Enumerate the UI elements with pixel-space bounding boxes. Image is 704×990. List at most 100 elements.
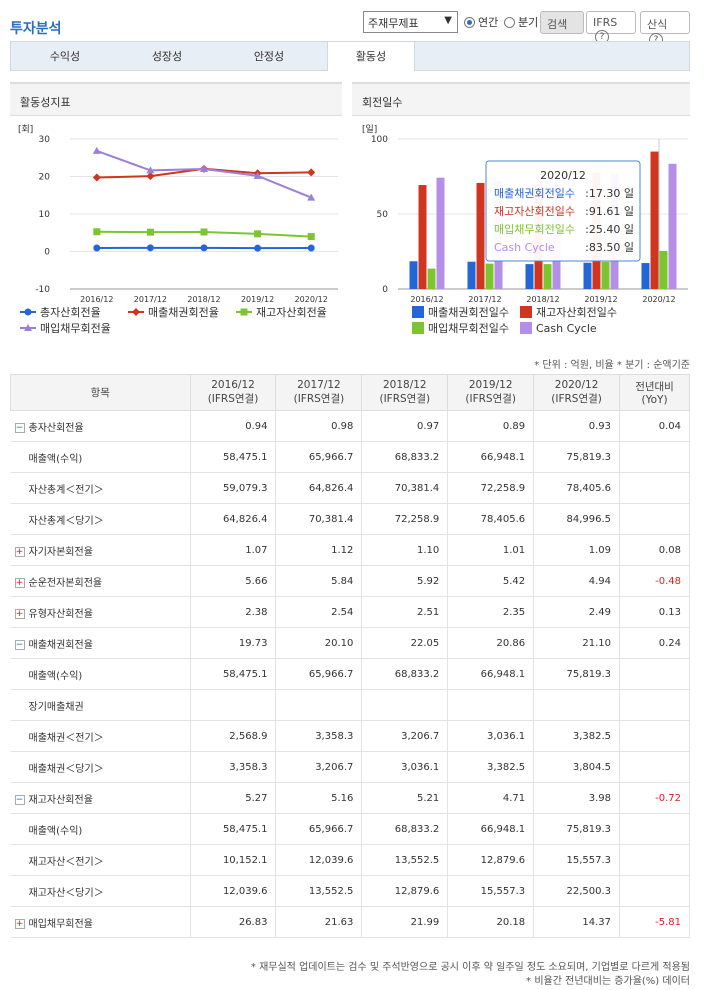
radio-quarter[interactable]: 분기 — [504, 14, 538, 30]
row-label-text: 매출액(수익) — [28, 825, 83, 837]
yoy-cell — [619, 503, 690, 535]
statement-select[interactable]: 주재무제표 ▼ — [363, 11, 458, 33]
bar — [668, 163, 677, 289]
table-row: 자산총계＜전기＞ 59,079.3 64,826.4 70,381.4 72,258.9… — [10, 472, 690, 504]
row-label[interactable]: + 매입채무회전율 — [10, 906, 191, 938]
tooltip-title: 2020/12 — [540, 169, 586, 182]
value-cell: 58,475.1 — [189, 441, 277, 473]
value-cell: 15,557.3 — [533, 844, 621, 876]
formula-button[interactable]: 산식? — [640, 11, 690, 47]
tab-activity[interactable]: 활동성 — [327, 41, 415, 71]
radio-on-icon — [464, 16, 475, 28]
row-label: 매출채권＜전기＞ — [10, 720, 191, 752]
x-tick-label: 2016/12 — [80, 295, 113, 304]
row-label: 매출액(수익) — [10, 813, 191, 845]
data-point — [92, 146, 101, 154]
row-label: 자산총계＜전기＞ — [10, 472, 191, 504]
collapse-icon[interactable]: − — [14, 794, 25, 805]
expand-icon[interactable]: + — [14, 608, 25, 619]
y-tick-label: 0 — [382, 285, 388, 295]
expand-icon[interactable]: + — [14, 918, 25, 929]
value-cell: 58,475.1 — [189, 813, 277, 845]
yoy-cell: -5.81 — [619, 906, 690, 938]
tooltip-value: :83.50 일 — [585, 240, 634, 254]
tooltip-label: Cash Cycle — [494, 241, 555, 254]
value-cell: 1.12 — [275, 534, 363, 566]
data-point — [92, 173, 101, 182]
yoy-cell: 0.08 — [619, 534, 690, 566]
collapse-icon[interactable]: − — [14, 639, 25, 650]
value-cell: 1.07 — [189, 534, 277, 566]
value-cell: 64,826.4 — [189, 503, 277, 535]
legend-label: Cash Cycle — [536, 322, 597, 335]
bar — [436, 177, 445, 289]
expand-icon[interactable]: + — [14, 577, 25, 588]
data-point — [93, 244, 101, 252]
x-tick-label: 2019/12 — [241, 295, 274, 304]
row-label: 재고자산＜당기＞ — [10, 875, 191, 907]
tab-growth[interactable]: 성장성 — [151, 50, 183, 63]
tooltip-label: 재고자산회전일수 — [494, 204, 575, 218]
yoy-cell — [619, 751, 690, 783]
y-tick-label: 50 — [377, 210, 389, 220]
value-cell: 1.09 — [533, 534, 621, 566]
value-cell: 65,966.7 — [275, 658, 363, 690]
value-cell: 4.71 — [447, 782, 535, 814]
yoy-cell: -0.72 — [619, 782, 690, 814]
bar — [427, 268, 436, 289]
table-row: 매출액(수익) 58,475.1 65,966.7 68,833.2 66,948.1 7… — [10, 441, 690, 473]
row-label[interactable]: − 매출채권회전율 — [10, 627, 191, 659]
value-cell: 2.54 — [275, 596, 363, 628]
data-point — [146, 166, 155, 174]
row-label[interactable]: − 재고자산회전율 — [10, 782, 191, 814]
value-cell: 1.10 — [361, 534, 449, 566]
radio-off-icon — [504, 16, 515, 28]
header: 투자분석 주재무제표 ▼ 연간 분기 검색 IFRS? 산식? — [10, 8, 694, 47]
search-button[interactable]: 검색 — [540, 11, 584, 34]
value-cell: 66,948.1 — [447, 658, 535, 690]
row-label-text: 재고자산＜전기＞ — [28, 856, 104, 868]
value-cell: 5.66 — [189, 565, 277, 597]
bar-chart: [일]100 50 0 2016/12 2017/12 2018/12 2019/12 202… — [362, 124, 688, 335]
y-tick-label: 100 — [371, 135, 388, 145]
row-label[interactable]: + 자기자본회전율 — [10, 534, 191, 566]
yoy-cell — [619, 844, 690, 876]
collapse-icon[interactable]: − — [14, 422, 25, 433]
tab-bar: 수익성 성장성 안정성 활동성 — [10, 41, 690, 71]
value-cell: 65,966.7 — [275, 813, 363, 845]
yoy-cell — [619, 689, 690, 721]
row-label: 장기매출채권 — [10, 689, 191, 721]
table-row: 매출액(수익) 58,475.1 65,966.7 68,833.2 66,948.1 7… — [10, 813, 690, 845]
tab-profitability[interactable]: 수익성 — [49, 50, 81, 63]
row-label[interactable]: + 유형자산회전율 — [10, 596, 191, 628]
x-tick-label: 2016/12 — [410, 295, 443, 304]
tooltip-label: 매입채무회전일수 — [494, 222, 575, 236]
ifrs-button[interactable]: IFRS? — [586, 11, 636, 44]
value-cell: 65,966.7 — [275, 441, 363, 473]
value-cell: 19.73 — [189, 627, 277, 659]
legend-label: 매입채무회전일수 — [428, 321, 509, 335]
row-label-text: 매입채무회전율 — [28, 918, 93, 930]
bar — [601, 261, 610, 289]
radio-annual[interactable]: 연간 — [464, 14, 498, 30]
data-point — [200, 165, 208, 173]
row-label[interactable]: + 순운전자본회전율 — [10, 565, 191, 597]
value-cell: 0.97 — [361, 410, 449, 442]
column-header: 전년대비 (YoY) — [619, 374, 690, 411]
series-line — [96, 149, 312, 199]
footnote-1: * 재무실적 업데이트는 검수 및 주석반영으로 공시 이후 약 일주일 정도 … — [250, 962, 690, 973]
table-row: 재고자산＜전기＞ 10,152.1 12,039.6 13,552.5 12,879.6… — [10, 844, 690, 876]
tab-stability[interactable]: 안정성 — [253, 50, 285, 63]
row-label: 매출액(수익) — [10, 658, 191, 690]
row-label[interactable]: − 총자산회전율 — [10, 410, 191, 442]
legend-label: 총자산회전율 — [40, 306, 101, 319]
value-cell: 3,206.7 — [361, 720, 449, 752]
value-cell: 3,382.5 — [447, 751, 535, 783]
value-cell: 5.27 — [189, 782, 277, 814]
value-cell: 70,381.4 — [275, 503, 363, 535]
value-cell: 78,405.6 — [533, 472, 621, 504]
legend-swatch — [412, 306, 424, 318]
bar — [641, 263, 650, 289]
x-tick-label: 2018/12 — [187, 295, 220, 304]
expand-icon[interactable]: + — [14, 546, 25, 557]
